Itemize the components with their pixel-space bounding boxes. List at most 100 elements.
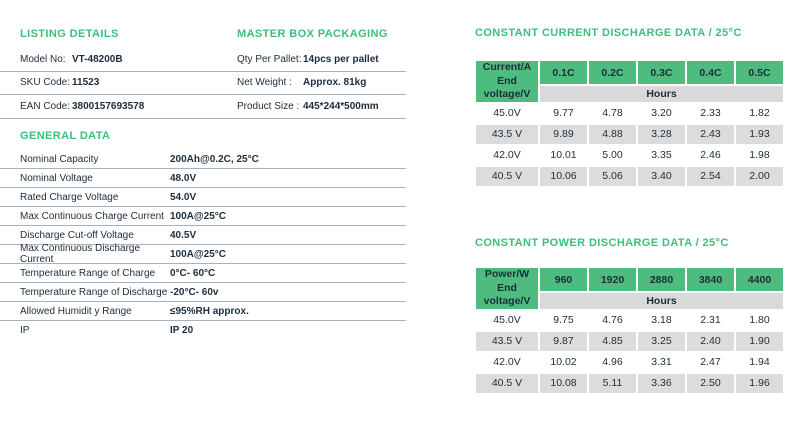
spec-label: Max Continuous Discharge Current [20,243,141,265]
column-header: 0.3C [638,61,685,85]
data-cell: 9.87 [540,331,587,351]
table-row: 43.5 V 9.87 4.85 3.25 2.40 1.90 [476,331,783,351]
corner-header-cell: Power/W End voltage/V [476,268,538,309]
master-box-packaging-title: MASTER BOX PACKAGING [237,28,388,40]
spec-label: Temperature Range of Discharge [20,286,168,298]
data-cell: 1.94 [736,352,783,372]
constant-power-table-grid: Power/W End voltage/V 960 1920 2880 3840… [474,266,785,395]
column-header: 960 [540,268,587,292]
table-row: Temperature Range of Discharge -20°C- 60… [0,283,406,302]
listing-value: 3800157693578 [72,100,145,112]
data-cell: 9.77 [540,103,587,123]
data-cell: 10.08 [540,373,587,393]
table-row: Max Continuous Discharge Current 100A@25… [0,243,406,265]
data-cell: 4.76 [589,310,636,330]
column-header: 0.5C [736,61,783,85]
table-row: Rated Charge Voltage 54.0V [0,188,406,207]
corner-line2: End voltage/V [483,281,531,308]
row-label: 43.5 V [476,124,538,144]
data-cell: 10.06 [540,166,587,186]
spec-label: Nominal Capacity [20,153,99,165]
data-cell: 3.36 [638,373,685,393]
packaging-value: 445*244*500mm [303,100,379,112]
data-cell: 1.93 [736,124,783,144]
table-row: Discharge Cut-off Voltage 40.5V [0,226,406,245]
listing-details-title: LISTING DETAILS [20,28,119,40]
spec-value: 100A@25°C [170,210,227,222]
data-cell: 2.50 [687,373,734,393]
data-cell: 3.18 [638,310,685,330]
row-label: 42.0V [476,352,538,372]
column-header: 3840 [687,268,734,292]
data-cell: 9.75 [540,310,587,330]
data-cell: 4.78 [589,103,636,123]
data-cell: 10.01 [540,145,587,165]
packaging-value: 14pcs per pallet [303,53,379,65]
row-label: 40.5 V [476,373,538,393]
packaging-label: Product Size : [237,100,300,112]
data-cell: 3.40 [638,166,685,186]
column-header: 1920 [589,268,636,292]
listing-label: SKU Code: [20,77,71,89]
constant-current-table: Current/A End voltage/V 0.1C 0.2C 0.3C 0… [474,59,794,188]
spec-value: IP 20 [170,325,194,336]
listing-value: 11523 [72,77,100,89]
column-header: 0.1C [540,61,587,85]
table-row: Nominal Capacity 200Ah@0.2C, 25°C [0,150,406,169]
data-cell: 2.00 [736,166,783,186]
column-header: 2880 [638,268,685,292]
table-row: 40.5 V 10.06 5.06 3.40 2.54 2.00 [476,166,783,186]
spec-label: Rated Charge Voltage [20,191,119,203]
data-cell: 1.80 [736,310,783,330]
table-row: Allowed Humidit y Range ≤95%RH approx. [0,302,406,321]
data-cell: 10.02 [540,352,587,372]
spec-label: Nominal Voltage [20,172,93,184]
data-cell: 5.06 [589,166,636,186]
spec-value: 40.5V [170,229,197,241]
table-row: Model No: VT-48200B Qty Per Pallet: 14pc… [0,48,406,72]
data-cell: 3.28 [638,124,685,144]
table-row: 42.0V 10.01 5.00 3.35 2.46 1.98 [476,145,783,165]
row-label: 45.0V [476,103,538,123]
packaging-value: Approx. 81kg [303,77,367,89]
table-row: EAN Code: 3800157693578 Product Size : 4… [0,95,406,119]
table-header-row: Power/W End voltage/V 960 1920 2880 3840… [476,268,783,309]
listing-label: Model No: [20,53,66,65]
spec-value: 48.0V [170,172,197,184]
data-cell: 1.90 [736,331,783,351]
table-row: Nominal Voltage 48.0V [0,169,406,188]
general-data-title: GENERAL DATA [20,130,111,142]
data-cell: 5.00 [589,145,636,165]
column-header: 4400 [736,268,783,292]
data-cell: 2.40 [687,331,734,351]
listing-label: EAN Code: [20,100,71,112]
spec-label: IP [20,325,30,336]
corner-line1: Power/W [484,268,530,280]
table-row: SKU Code: 11523 Net Weight : Approx. 81k… [0,72,406,95]
spec-label: Allowed Humidit y Range [20,305,132,317]
data-cell: 2.31 [687,310,734,330]
data-cell: 2.43 [687,124,734,144]
row-label: 40.5 V [476,166,538,186]
data-cell: 3.35 [638,145,685,165]
hours-subheader: Hours [540,86,783,102]
constant-current-title: CONSTANT CURRENT DISCHARGE DATA / 25°C [475,27,742,39]
data-cell: 1.98 [736,145,783,165]
spec-label: Discharge Cut-off Voltage [20,229,134,241]
corner-header-cell: Current/A End voltage/V [476,61,538,102]
data-cell: 3.31 [638,352,685,372]
hours-subheader: Hours [540,293,783,309]
data-cell: 2.46 [687,145,734,165]
spec-value: 200Ah@0.2C, 25°C [170,153,259,165]
corner-line2: End voltage/V [483,74,531,101]
table-row: IP IP 20 [0,321,406,340]
column-header: 0.2C [589,61,636,85]
data-cell: 9.89 [540,124,587,144]
data-cell: 1.96 [736,373,783,393]
listing-value: VT-48200B [72,53,123,65]
table-row: 42.0V 10.02 4.96 3.31 2.47 1.94 [476,352,783,372]
data-cell: 2.54 [687,166,734,186]
data-cell: 2.47 [687,352,734,372]
constant-power-title: CONSTANT POWER DISCHARGE DATA / 25°C [475,237,729,249]
